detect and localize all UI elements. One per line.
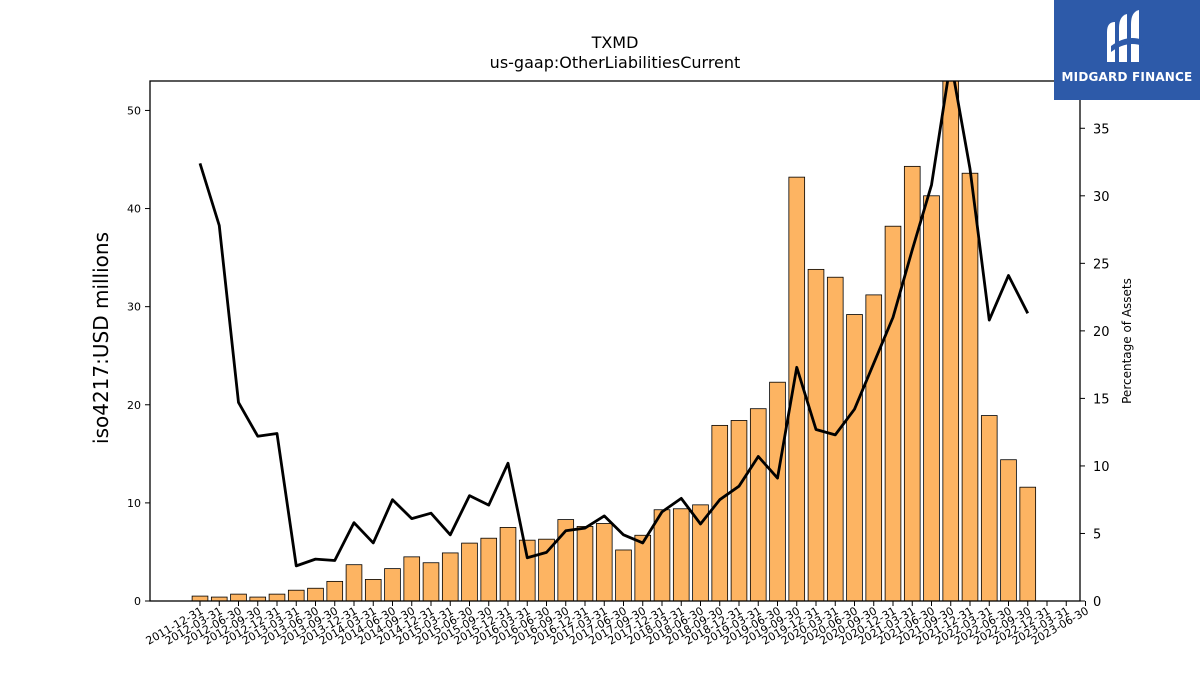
plot-frame [149,80,1081,602]
y-tick-label: 20 [127,399,141,412]
y2-axis-label: Percentage of Assets [1120,278,1134,404]
bar [1019,486,1037,602]
y2-tick-label: 30 [1093,190,1110,205]
y-axis-label: iso4217:USD millions [89,232,113,444]
bar [345,564,363,602]
bar [942,80,960,602]
bar [384,568,401,602]
bar [711,424,729,602]
bar [326,580,344,602]
bar [480,537,498,602]
chart-subtitle: us-gaap:OtherLiabilitiesCurrent [490,53,741,72]
bar [807,268,825,602]
bar [653,509,671,602]
y2-tick-label: 0 [1093,595,1101,610]
bar [615,549,632,602]
y-tick-label: 30 [127,301,141,314]
y-tick-label: 40 [127,203,141,216]
line-series [198,81,1029,568]
bar-series [191,80,1037,602]
y-tick-label: 10 [127,497,141,510]
bar [730,420,748,602]
brand-name: MIDGARD FINANCE [1061,70,1193,84]
bar [364,579,382,602]
bar [749,408,767,602]
y-tick-label: 0 [134,595,141,608]
bar [268,593,286,602]
bar [826,276,844,602]
bar [422,562,440,602]
axes: 01020304050051015202530352011-12-312012-… [127,80,1110,648]
bar [461,542,478,602]
bar [576,526,594,602]
bar [672,508,690,602]
bar [865,294,883,602]
bar [499,527,517,602]
bar [961,172,979,602]
bar [441,552,459,602]
bar [884,225,902,602]
bar [287,589,305,602]
bar [518,539,536,602]
bar [1000,459,1017,602]
midgard-logo-icon [1107,10,1143,62]
bar [230,593,247,602]
brand-logo: MIDGARD FINANCE [1054,0,1200,100]
bar [538,538,555,602]
bar [923,195,940,602]
y2-tick-label: 15 [1093,392,1110,407]
bar [307,587,324,602]
y2-tick-label: 20 [1093,325,1110,340]
bar [595,523,613,602]
bar [846,314,863,602]
bar [980,415,998,602]
y2-tick-label: 35 [1093,122,1110,137]
bar [191,595,209,602]
y-tick-label: 50 [127,104,141,117]
chart-title: TXMD [591,33,639,52]
bar [403,556,421,602]
y2-tick-label: 10 [1093,460,1110,475]
y2-tick-label: 5 [1093,527,1101,542]
bar [769,381,786,602]
bar [634,534,652,602]
y2-tick-label: 25 [1093,257,1110,272]
percentage-line [198,81,1029,568]
